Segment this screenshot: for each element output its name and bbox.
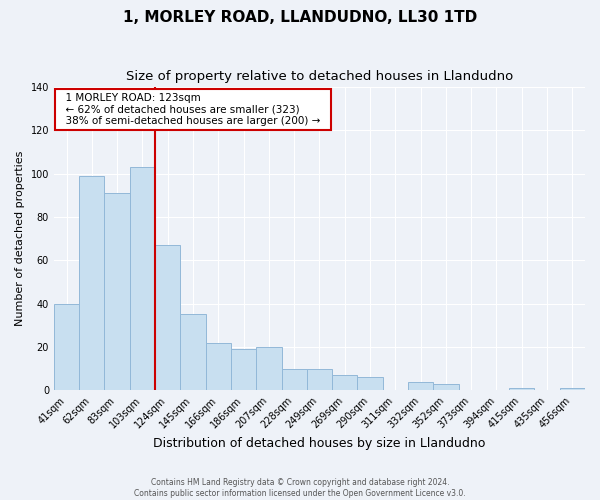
- Bar: [281, 368, 307, 390]
- Bar: [332, 375, 358, 390]
- Y-axis label: Number of detached properties: Number of detached properties: [15, 151, 25, 326]
- Bar: [231, 349, 256, 391]
- Bar: [509, 388, 535, 390]
- Bar: [560, 388, 585, 390]
- Text: 1 MORLEY ROAD: 123sqm
  ← 62% of detached houses are smaller (323)
  38% of semi: 1 MORLEY ROAD: 123sqm ← 62% of detached …: [59, 93, 327, 126]
- Title: Size of property relative to detached houses in Llandudno: Size of property relative to detached ho…: [126, 70, 513, 83]
- Bar: [54, 304, 79, 390]
- Bar: [79, 176, 104, 390]
- Bar: [408, 382, 433, 390]
- Bar: [256, 347, 281, 391]
- Text: Contains HM Land Registry data © Crown copyright and database right 2024.
Contai: Contains HM Land Registry data © Crown c…: [134, 478, 466, 498]
- Bar: [130, 167, 155, 390]
- Bar: [206, 342, 231, 390]
- X-axis label: Distribution of detached houses by size in Llandudno: Distribution of detached houses by size …: [153, 437, 485, 450]
- Bar: [307, 368, 332, 390]
- Bar: [433, 384, 458, 390]
- Bar: [104, 193, 130, 390]
- Bar: [155, 245, 181, 390]
- Bar: [181, 314, 206, 390]
- Text: 1, MORLEY ROAD, LLANDUDNO, LL30 1TD: 1, MORLEY ROAD, LLANDUDNO, LL30 1TD: [123, 10, 477, 25]
- Bar: [358, 378, 383, 390]
